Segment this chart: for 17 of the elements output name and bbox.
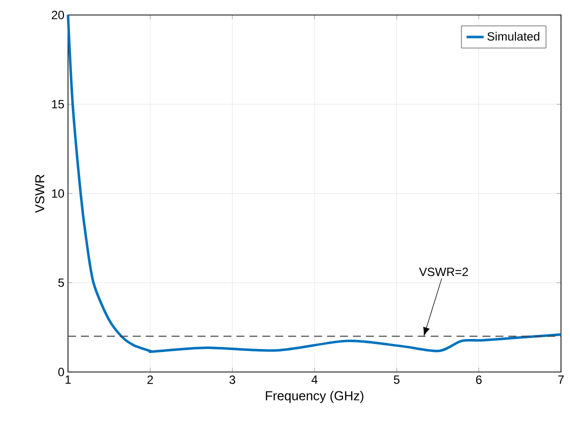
x-tick-label: 4 (311, 376, 318, 384)
y-tick-label: 5 (58, 278, 64, 287)
x-axis-title: Frequency (GHz) (266, 390, 364, 403)
x-tick-label: 2 (147, 376, 153, 384)
x-tick-label: 1 (66, 376, 71, 384)
x-tick-label: 5 (394, 376, 400, 384)
line-series (66, 14, 562, 353)
legend-label: Simulated (487, 32, 540, 41)
annotation: VSWR=2 (419, 268, 468, 276)
x-tick-label: 3 (229, 376, 236, 384)
y-tick-label: 20 (52, 10, 64, 20)
x-tick-label: 6 (476, 376, 482, 384)
y-axis-title: VSWR (35, 174, 44, 213)
y-tick-label: 10 (52, 189, 64, 198)
y-tick-label: 15 (52, 100, 64, 108)
x-tick-label: 7 (558, 376, 564, 384)
y-tick-label: 0 (58, 368, 64, 376)
